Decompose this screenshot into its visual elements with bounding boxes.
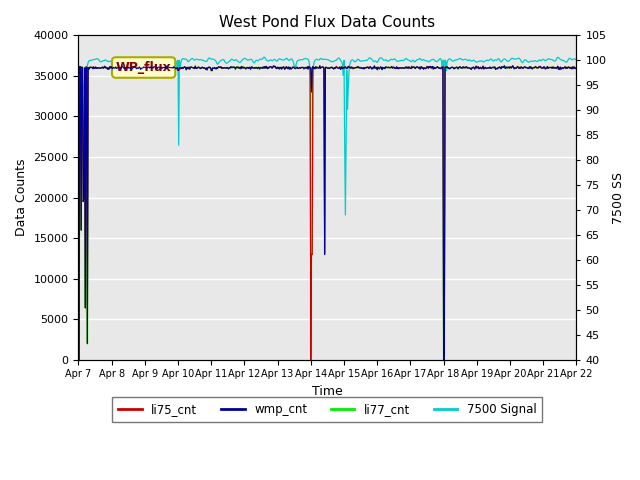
Legend: li75_cnt, wmp_cnt, li77_cnt, 7500 Signal: li75_cnt, wmp_cnt, li77_cnt, 7500 Signal [113, 397, 543, 422]
Y-axis label: 7500 SS: 7500 SS [612, 171, 625, 224]
Y-axis label: Data Counts: Data Counts [15, 159, 28, 236]
Text: WP_flux: WP_flux [116, 61, 172, 74]
X-axis label: Time: Time [312, 385, 343, 398]
Title: West Pond Flux Data Counts: West Pond Flux Data Counts [220, 15, 435, 30]
